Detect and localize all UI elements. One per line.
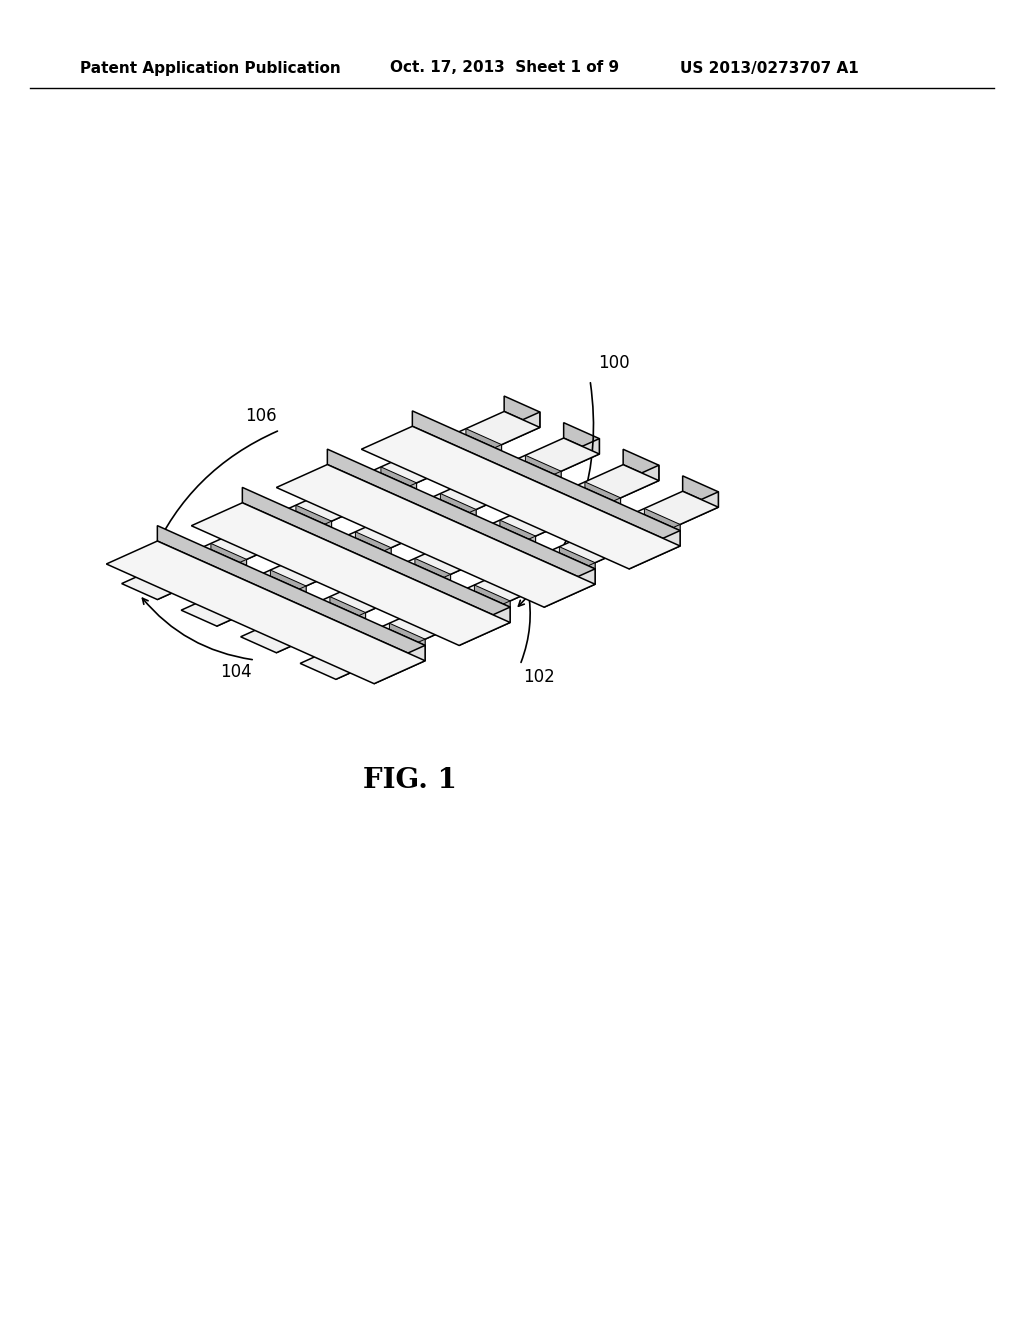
Polygon shape	[449, 527, 536, 565]
Polygon shape	[276, 465, 658, 653]
Polygon shape	[508, 553, 595, 591]
Polygon shape	[211, 544, 247, 565]
Polygon shape	[381, 467, 417, 488]
Text: 102: 102	[523, 668, 555, 686]
Polygon shape	[624, 449, 658, 480]
Polygon shape	[355, 532, 391, 554]
Polygon shape	[196, 560, 247, 589]
Polygon shape	[300, 491, 719, 680]
Polygon shape	[459, 601, 510, 630]
Polygon shape	[415, 558, 451, 581]
Polygon shape	[279, 603, 366, 642]
Polygon shape	[314, 612, 366, 642]
Polygon shape	[243, 487, 510, 623]
Polygon shape	[500, 520, 536, 543]
Polygon shape	[245, 511, 332, 550]
Polygon shape	[296, 506, 332, 527]
Polygon shape	[544, 569, 595, 607]
Polygon shape	[389, 623, 425, 645]
Polygon shape	[504, 396, 540, 428]
Polygon shape	[399, 574, 451, 603]
Polygon shape	[510, 471, 561, 500]
Text: US 2013/0273707 A1: US 2013/0273707 A1	[680, 61, 859, 75]
Polygon shape	[122, 412, 540, 599]
Polygon shape	[415, 434, 502, 474]
Polygon shape	[569, 498, 621, 527]
Polygon shape	[160, 549, 247, 589]
Polygon shape	[593, 515, 680, 553]
Polygon shape	[559, 546, 595, 569]
Text: 100: 100	[598, 354, 630, 372]
Polygon shape	[106, 541, 425, 684]
Polygon shape	[389, 500, 476, 539]
Polygon shape	[484, 536, 536, 565]
Polygon shape	[281, 521, 332, 550]
Polygon shape	[629, 524, 680, 553]
Polygon shape	[644, 508, 680, 531]
Text: 106: 106	[246, 407, 278, 425]
Polygon shape	[585, 482, 621, 504]
Polygon shape	[330, 597, 366, 619]
Polygon shape	[336, 492, 719, 680]
Polygon shape	[525, 455, 561, 478]
Polygon shape	[474, 585, 510, 607]
Text: Oct. 17, 2013  Sheet 1 of 9: Oct. 17, 2013 Sheet 1 of 9	[390, 61, 620, 75]
Polygon shape	[440, 494, 476, 516]
Polygon shape	[374, 639, 425, 668]
Polygon shape	[683, 475, 719, 507]
Polygon shape	[413, 411, 680, 546]
Polygon shape	[361, 426, 680, 569]
Polygon shape	[474, 462, 561, 500]
Polygon shape	[181, 438, 599, 626]
Polygon shape	[340, 548, 391, 577]
Polygon shape	[534, 488, 621, 527]
Polygon shape	[219, 576, 306, 615]
Polygon shape	[276, 465, 595, 607]
Polygon shape	[544, 562, 595, 591]
Polygon shape	[304, 539, 391, 577]
Polygon shape	[451, 445, 502, 474]
Polygon shape	[425, 510, 476, 539]
Polygon shape	[270, 570, 306, 593]
Polygon shape	[330, 473, 417, 512]
Polygon shape	[191, 503, 510, 645]
Polygon shape	[563, 422, 599, 454]
Polygon shape	[374, 645, 425, 684]
Polygon shape	[217, 438, 599, 626]
Text: Patent Application Publication: Patent Application Publication	[80, 61, 341, 75]
Polygon shape	[158, 525, 425, 661]
Polygon shape	[466, 429, 502, 451]
Polygon shape	[459, 607, 510, 645]
Polygon shape	[629, 531, 680, 569]
Polygon shape	[366, 483, 417, 512]
Polygon shape	[328, 449, 595, 585]
Text: FIG. 1: FIG. 1	[364, 767, 457, 793]
Polygon shape	[255, 586, 306, 615]
Text: 104: 104	[220, 663, 252, 681]
Polygon shape	[364, 565, 451, 603]
Text: 108: 108	[551, 521, 583, 539]
Polygon shape	[158, 412, 540, 599]
Polygon shape	[338, 630, 425, 668]
Polygon shape	[241, 465, 658, 653]
Polygon shape	[423, 591, 510, 630]
